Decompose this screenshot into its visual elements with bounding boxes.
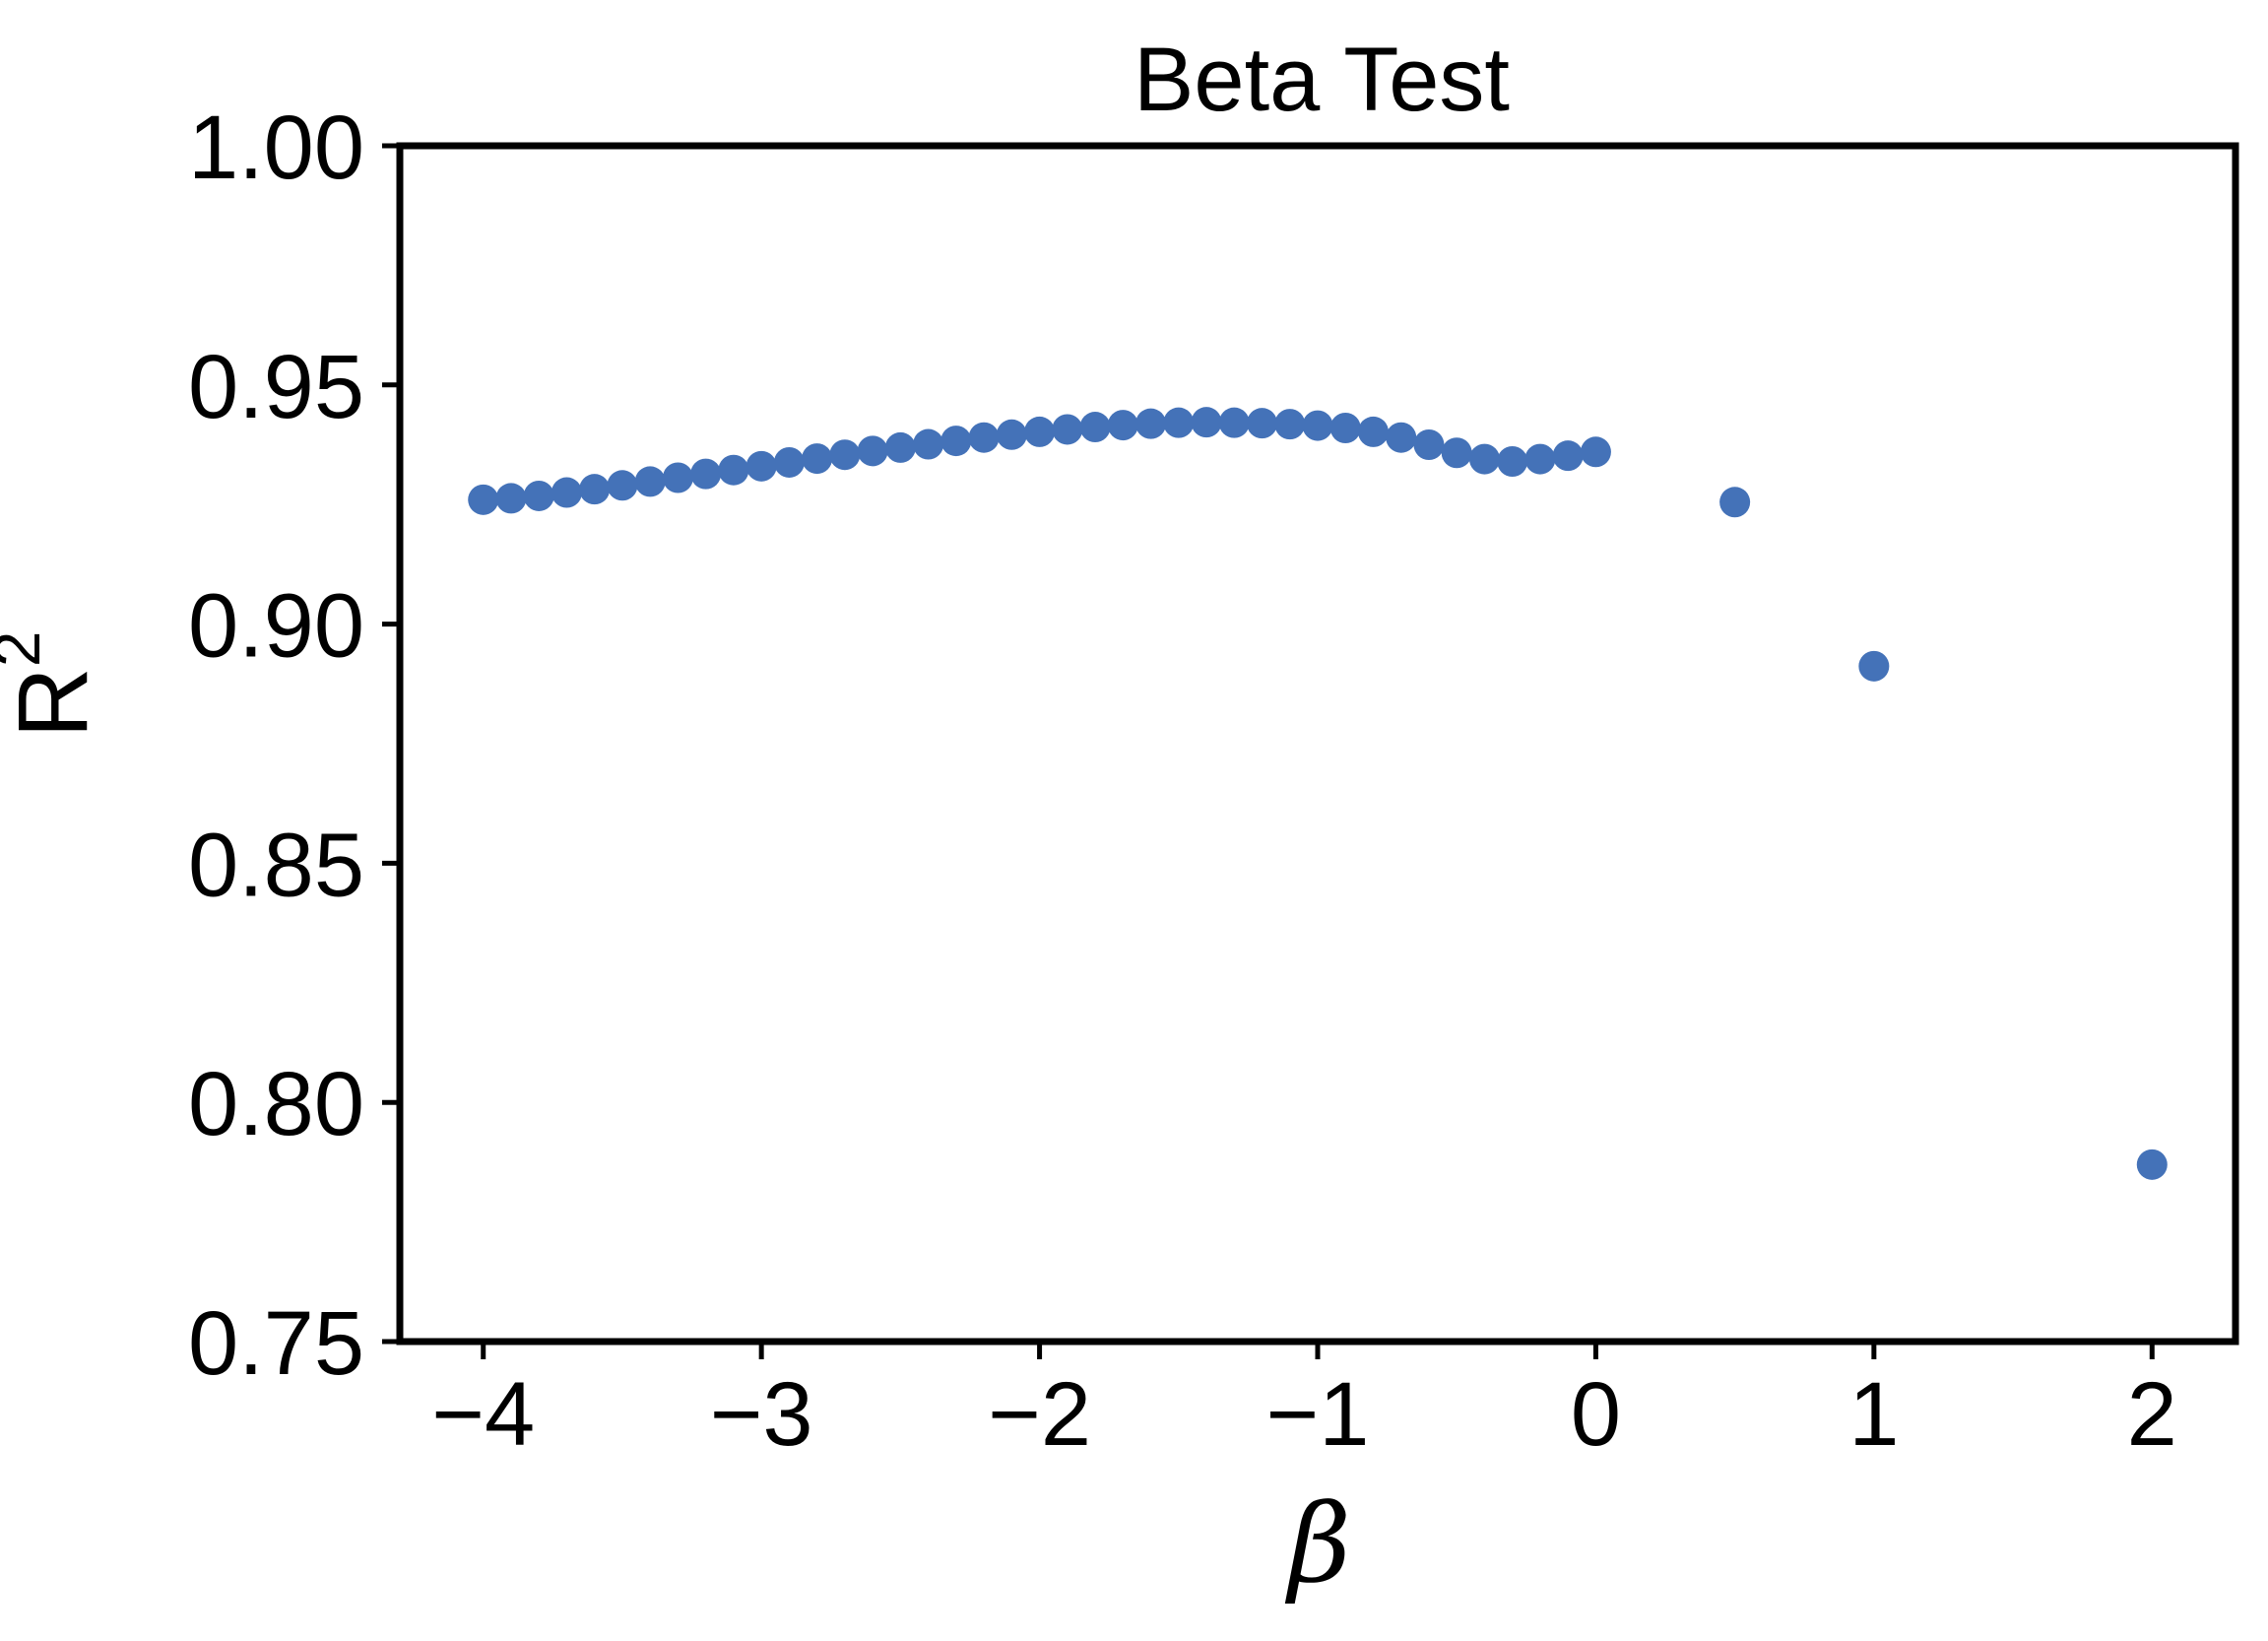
data-point <box>1497 445 1528 477</box>
x-tick-label: 1 <box>1848 1364 1899 1465</box>
axis-ticks: 0.75 0.80 0.85 0.90 0.95 1.00 −4 −3 −2 −1 0 1 2 <box>188 98 2177 1465</box>
data-point <box>913 428 944 460</box>
data-point <box>1024 416 1056 447</box>
data-point <box>1552 440 1584 472</box>
data-point <box>1302 410 1333 441</box>
data-point <box>1441 437 1472 469</box>
data-point <box>1163 407 1195 438</box>
x-tick-label: −2 <box>988 1364 1091 1465</box>
y-tick-label: 0.80 <box>188 1054 364 1154</box>
data-point <box>1524 443 1556 475</box>
data-point <box>718 454 749 486</box>
data-point <box>968 422 1000 453</box>
data-point <box>884 431 916 463</box>
data-point <box>1052 414 1083 445</box>
data-point <box>1329 413 1361 444</box>
x-axis-label: β <box>1284 1480 1351 1607</box>
data-point <box>1247 408 1278 439</box>
data-point <box>1386 422 1417 453</box>
data-point <box>857 435 888 467</box>
data-point <box>1107 410 1138 441</box>
data-point <box>1191 407 1222 438</box>
y-axis-label-superscript: 2 <box>0 631 53 668</box>
y-axis-label: R2 <box>0 631 108 739</box>
plot-area-frame <box>396 142 2239 1346</box>
data-point <box>551 477 582 508</box>
data-point <box>1413 429 1445 460</box>
x-tick-label: 0 <box>1571 1364 1621 1465</box>
y-tick-label: 0.85 <box>188 815 364 915</box>
data-point <box>579 474 611 505</box>
x-tick-label: −3 <box>710 1364 813 1465</box>
data-point <box>468 484 499 515</box>
data-point <box>1719 487 1751 518</box>
y-tick-label: 0.90 <box>188 576 364 677</box>
data-point <box>1468 443 1500 475</box>
y-tick-label: 0.95 <box>188 337 364 437</box>
data-point <box>607 470 638 501</box>
data-point <box>745 450 777 482</box>
data-point <box>940 426 972 457</box>
data-point <box>1357 416 1389 447</box>
data-points <box>468 407 2168 1180</box>
data-point <box>996 419 1027 450</box>
data-point <box>829 439 861 471</box>
data-point <box>1135 408 1167 439</box>
data-point <box>1274 409 1306 440</box>
data-point <box>523 480 554 511</box>
y-axis-label-main: R <box>0 667 108 738</box>
data-point <box>802 443 833 475</box>
data-point <box>495 483 527 514</box>
data-point <box>773 446 805 478</box>
data-point <box>634 466 666 497</box>
x-tick-label: −1 <box>1266 1364 1370 1465</box>
y-axis-label-group: R2 <box>0 631 108 739</box>
chart-title: Beta Test <box>1134 30 1510 130</box>
data-point <box>1858 650 1890 682</box>
y-tick-label: 1.00 <box>188 98 364 198</box>
x-tick-label: 2 <box>2127 1364 2177 1465</box>
data-point <box>662 462 693 493</box>
data-point <box>1218 407 1250 438</box>
data-point <box>1580 436 1611 468</box>
data-point <box>690 458 722 490</box>
data-point <box>1079 412 1111 443</box>
y-tick-label: 0.75 <box>188 1293 364 1394</box>
data-point <box>2136 1149 2168 1180</box>
x-tick-label: −4 <box>431 1364 535 1465</box>
